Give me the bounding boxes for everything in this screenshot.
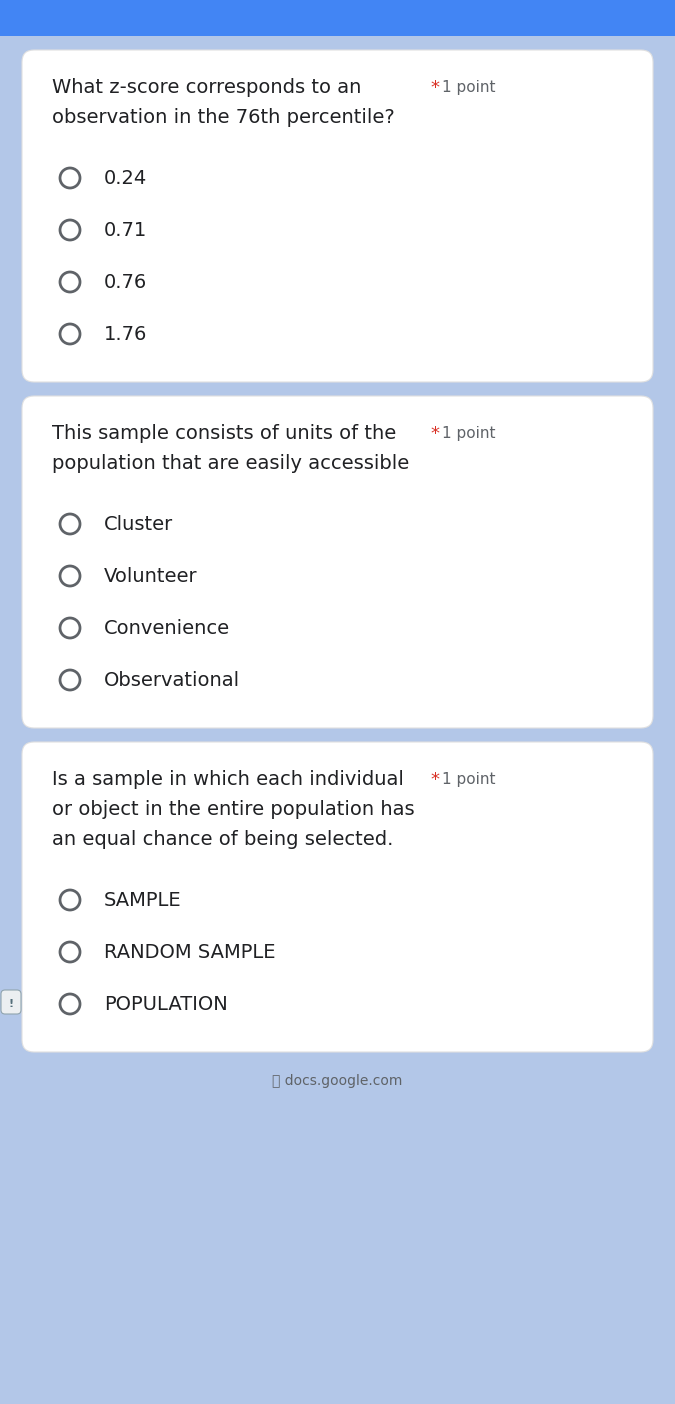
- FancyBboxPatch shape: [22, 51, 653, 382]
- Text: Convenience: Convenience: [104, 619, 230, 637]
- FancyBboxPatch shape: [1, 990, 21, 1014]
- Text: population that are easily accessible: population that are easily accessible: [52, 453, 409, 473]
- Text: an equal chance of being selected.: an equal chance of being selected.: [52, 830, 394, 849]
- Text: Volunteer: Volunteer: [104, 566, 198, 585]
- Text: or object in the entire population has: or object in the entire population has: [52, 800, 414, 819]
- Text: 1 point: 1 point: [442, 80, 495, 95]
- Text: RANDOM SAMPLE: RANDOM SAMPLE: [104, 942, 275, 962]
- Text: 0.24: 0.24: [104, 168, 147, 188]
- Text: *: *: [430, 771, 439, 789]
- Text: This sample consists of units of the: This sample consists of units of the: [52, 424, 396, 444]
- FancyBboxPatch shape: [22, 741, 653, 1052]
- Text: *: *: [430, 424, 439, 442]
- Text: observation in the 76th percentile?: observation in the 76th percentile?: [52, 108, 395, 126]
- Text: Cluster: Cluster: [104, 514, 173, 534]
- Text: 1.76: 1.76: [104, 324, 147, 344]
- Text: 0.71: 0.71: [104, 220, 147, 240]
- Text: 1 point: 1 point: [442, 772, 495, 788]
- Text: *: *: [430, 79, 439, 97]
- FancyBboxPatch shape: [0, 0, 675, 37]
- FancyBboxPatch shape: [22, 396, 653, 729]
- Text: 0.76: 0.76: [104, 272, 147, 292]
- Text: !: !: [8, 1000, 14, 1009]
- Text: Is a sample in which each individual: Is a sample in which each individual: [52, 769, 404, 789]
- Text: 1 point: 1 point: [442, 425, 495, 441]
- Text: SAMPLE: SAMPLE: [104, 890, 182, 910]
- Text: Observational: Observational: [104, 671, 240, 689]
- Text: POPULATION: POPULATION: [104, 994, 227, 1014]
- Text: What z-score corresponds to an: What z-score corresponds to an: [52, 79, 361, 97]
- Text: 🔒 docs.google.com: 🔒 docs.google.com: [272, 1074, 403, 1088]
